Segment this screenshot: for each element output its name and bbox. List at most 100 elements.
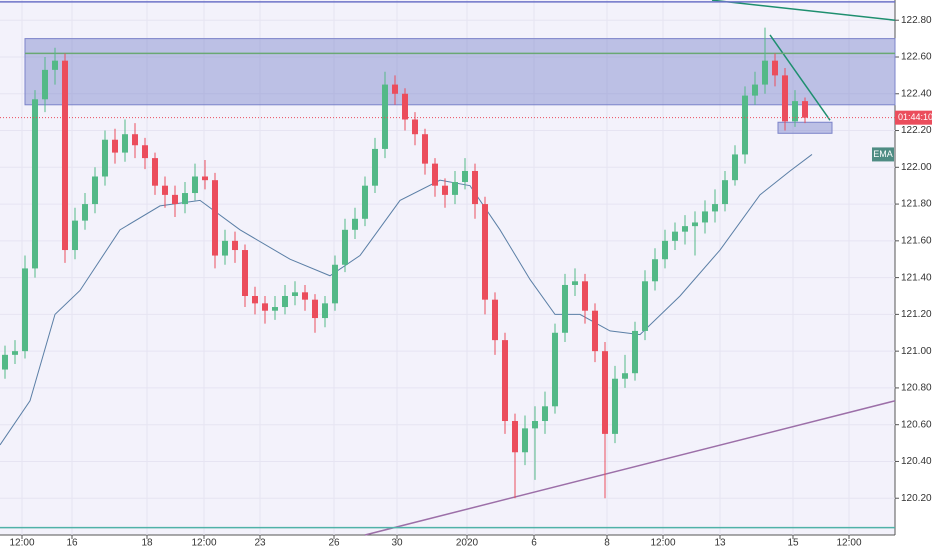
y-tick-label: 120.600 (901, 419, 932, 430)
candle-body (522, 428, 528, 453)
candle-body (62, 60, 68, 251)
candle-body (752, 84, 758, 96)
candle-body (232, 240, 238, 251)
x-tick-label: 12:00 (650, 538, 675, 549)
candle-body (392, 84, 398, 94)
candle-body (492, 299, 498, 341)
candle-body (252, 295, 258, 304)
ema-tag-label: EMA (873, 149, 893, 159)
candle-body (502, 340, 508, 422)
candle-body (662, 240, 668, 260)
x-tick-label: 15 (787, 538, 799, 549)
y-tick-label: 122.600 (901, 52, 932, 63)
candle-body (382, 84, 388, 149)
candle-body (732, 154, 738, 181)
y-tick-label: 121.000 (901, 346, 932, 357)
candle-body (42, 69, 48, 100)
candle-body (402, 93, 408, 120)
candle-body (2, 354, 8, 370)
candle-body (542, 406, 548, 422)
candle-body (442, 185, 448, 195)
ema-line (0, 154, 813, 446)
candle-body (672, 231, 678, 241)
zone (24, 38, 896, 106)
candle-body (112, 139, 118, 153)
candle-body (102, 139, 108, 177)
candle-body (772, 60, 778, 76)
trend-line (711, 0, 896, 21)
countdown: 01:44:10 (898, 112, 932, 122)
candle-body (692, 222, 698, 227)
y-tick-label: 121.800 (901, 199, 932, 210)
candle-body (162, 185, 168, 195)
candle-body (712, 204, 718, 212)
candle-body (92, 176, 98, 205)
x-tick-label: 23 (254, 538, 266, 549)
candle-body (722, 180, 728, 205)
y-tick-label: 122.400 (901, 88, 932, 99)
x-tick-label: 6 (531, 538, 537, 549)
candle-body (242, 250, 248, 296)
candle-body (592, 310, 598, 352)
candle-body (82, 204, 88, 221)
candle-body (532, 421, 538, 429)
candle-body (702, 211, 708, 223)
candle-body (322, 303, 328, 319)
x-tick-label: 16 (66, 538, 78, 549)
candle-body (792, 101, 798, 122)
candle-body (222, 240, 228, 256)
y-tick-label: 121.600 (901, 235, 932, 246)
x-tick-label: 2020 (456, 538, 479, 549)
candle-body (342, 229, 348, 265)
candle-body (362, 185, 368, 219)
candle-body (452, 182, 458, 195)
x-tick-label: 12:00 (191, 538, 216, 549)
candle-body (352, 218, 358, 230)
candle-body (562, 284, 568, 333)
y-tick-label: 122.200 (901, 125, 932, 136)
candle-body (372, 148, 378, 186)
candle-body (202, 176, 208, 181)
candle-body (302, 292, 308, 300)
candle-body (192, 176, 198, 194)
candle-body (32, 99, 38, 269)
candle-body (52, 60, 58, 70)
x-tick-label: 18 (141, 538, 153, 549)
price-label-box (895, 110, 932, 125)
y-tick-label: 122.800 (901, 15, 932, 26)
x-tick-label: 26 (328, 538, 340, 549)
candle-body (292, 292, 298, 296)
candle-body (622, 373, 628, 379)
candle-body (312, 299, 318, 319)
candle-body (262, 303, 268, 311)
y-tick-label: 121.400 (901, 272, 932, 283)
candle-body (412, 119, 418, 135)
candle-body (422, 134, 428, 164)
trend-line (769, 34, 831, 121)
trend-line (364, 400, 896, 536)
y-tick-label: 120.800 (901, 383, 932, 394)
candle-body (742, 95, 748, 155)
candle-body (582, 281, 588, 311)
candle-body (182, 193, 188, 205)
candle-body (632, 330, 638, 374)
candle-body (472, 170, 478, 205)
candle-body (652, 259, 658, 282)
y-tick-label: 121.200 (901, 309, 932, 320)
candle-body (12, 351, 18, 355)
y-tick-label: 120.200 (901, 493, 932, 504)
candle-body (782, 75, 788, 122)
y-tick-label: 122.000 (901, 162, 932, 173)
price-axis (895, 0, 932, 550)
plot-background (0, 0, 895, 535)
candle-body (612, 378, 618, 434)
y-tick-label: 120.400 (901, 456, 932, 467)
x-tick-label: 13 (714, 538, 726, 549)
candle-body (682, 226, 688, 232)
candle-body (132, 134, 138, 146)
candle-body (802, 101, 808, 118)
zone (777, 121, 833, 134)
candle-body (272, 307, 278, 311)
candle-body (282, 295, 288, 308)
candle-body (122, 134, 128, 153)
